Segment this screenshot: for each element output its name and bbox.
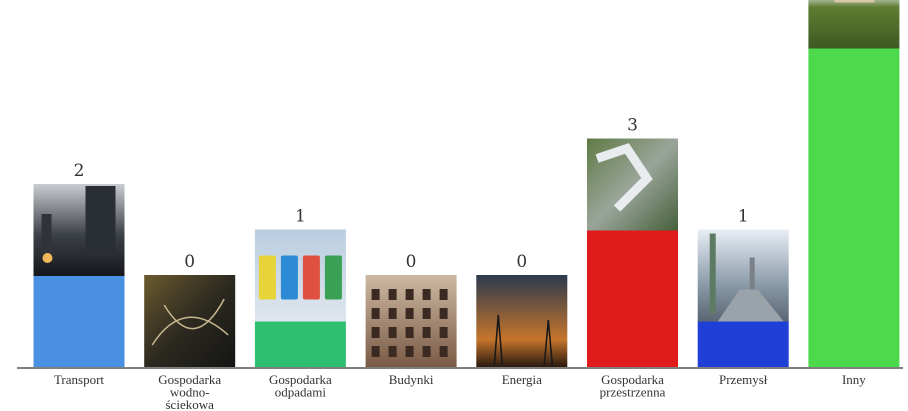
value-label-3: 1: [295, 207, 306, 227]
category-label-2: Gospodarka wodno-ściekowa: [158, 372, 221, 411]
category-label-5: Energia: [502, 372, 542, 387]
bar-3: [254, 321, 346, 367]
category-label-8: Inny: [842, 372, 866, 387]
city-street-photo: [33, 184, 125, 276]
tenement-houses-photo: [365, 275, 457, 367]
tangled-branches-photo: [144, 275, 236, 367]
category-label-3: Gospodarka odpadami: [269, 372, 332, 400]
value-label-4: 0: [406, 252, 417, 272]
bar-1: [33, 276, 125, 367]
value-label-6: 3: [627, 116, 638, 136]
power-lines-sunset-photo: [476, 275, 568, 367]
castle-on-hill-photo: [808, 0, 900, 49]
category-label-1: Transport: [54, 372, 104, 387]
recycling-bins-photo: [254, 229, 346, 322]
category-label-7: Przemysł: [719, 372, 768, 387]
category-label-4: Budynki: [389, 372, 434, 387]
value-label-2: 0: [184, 252, 195, 272]
value-label-7: 1: [738, 207, 749, 227]
value-label-5: 0: [516, 252, 527, 272]
bar-7: [697, 321, 789, 367]
bar-8: [808, 48, 900, 367]
aerial-housing-estate-photo: [587, 138, 678, 231]
refinery-plant-photo: [697, 229, 789, 322]
value-label-1: 2: [74, 161, 85, 181]
category-label-6: Gospodarka przestrzenna: [600, 372, 666, 400]
bar-6: [587, 230, 678, 367]
